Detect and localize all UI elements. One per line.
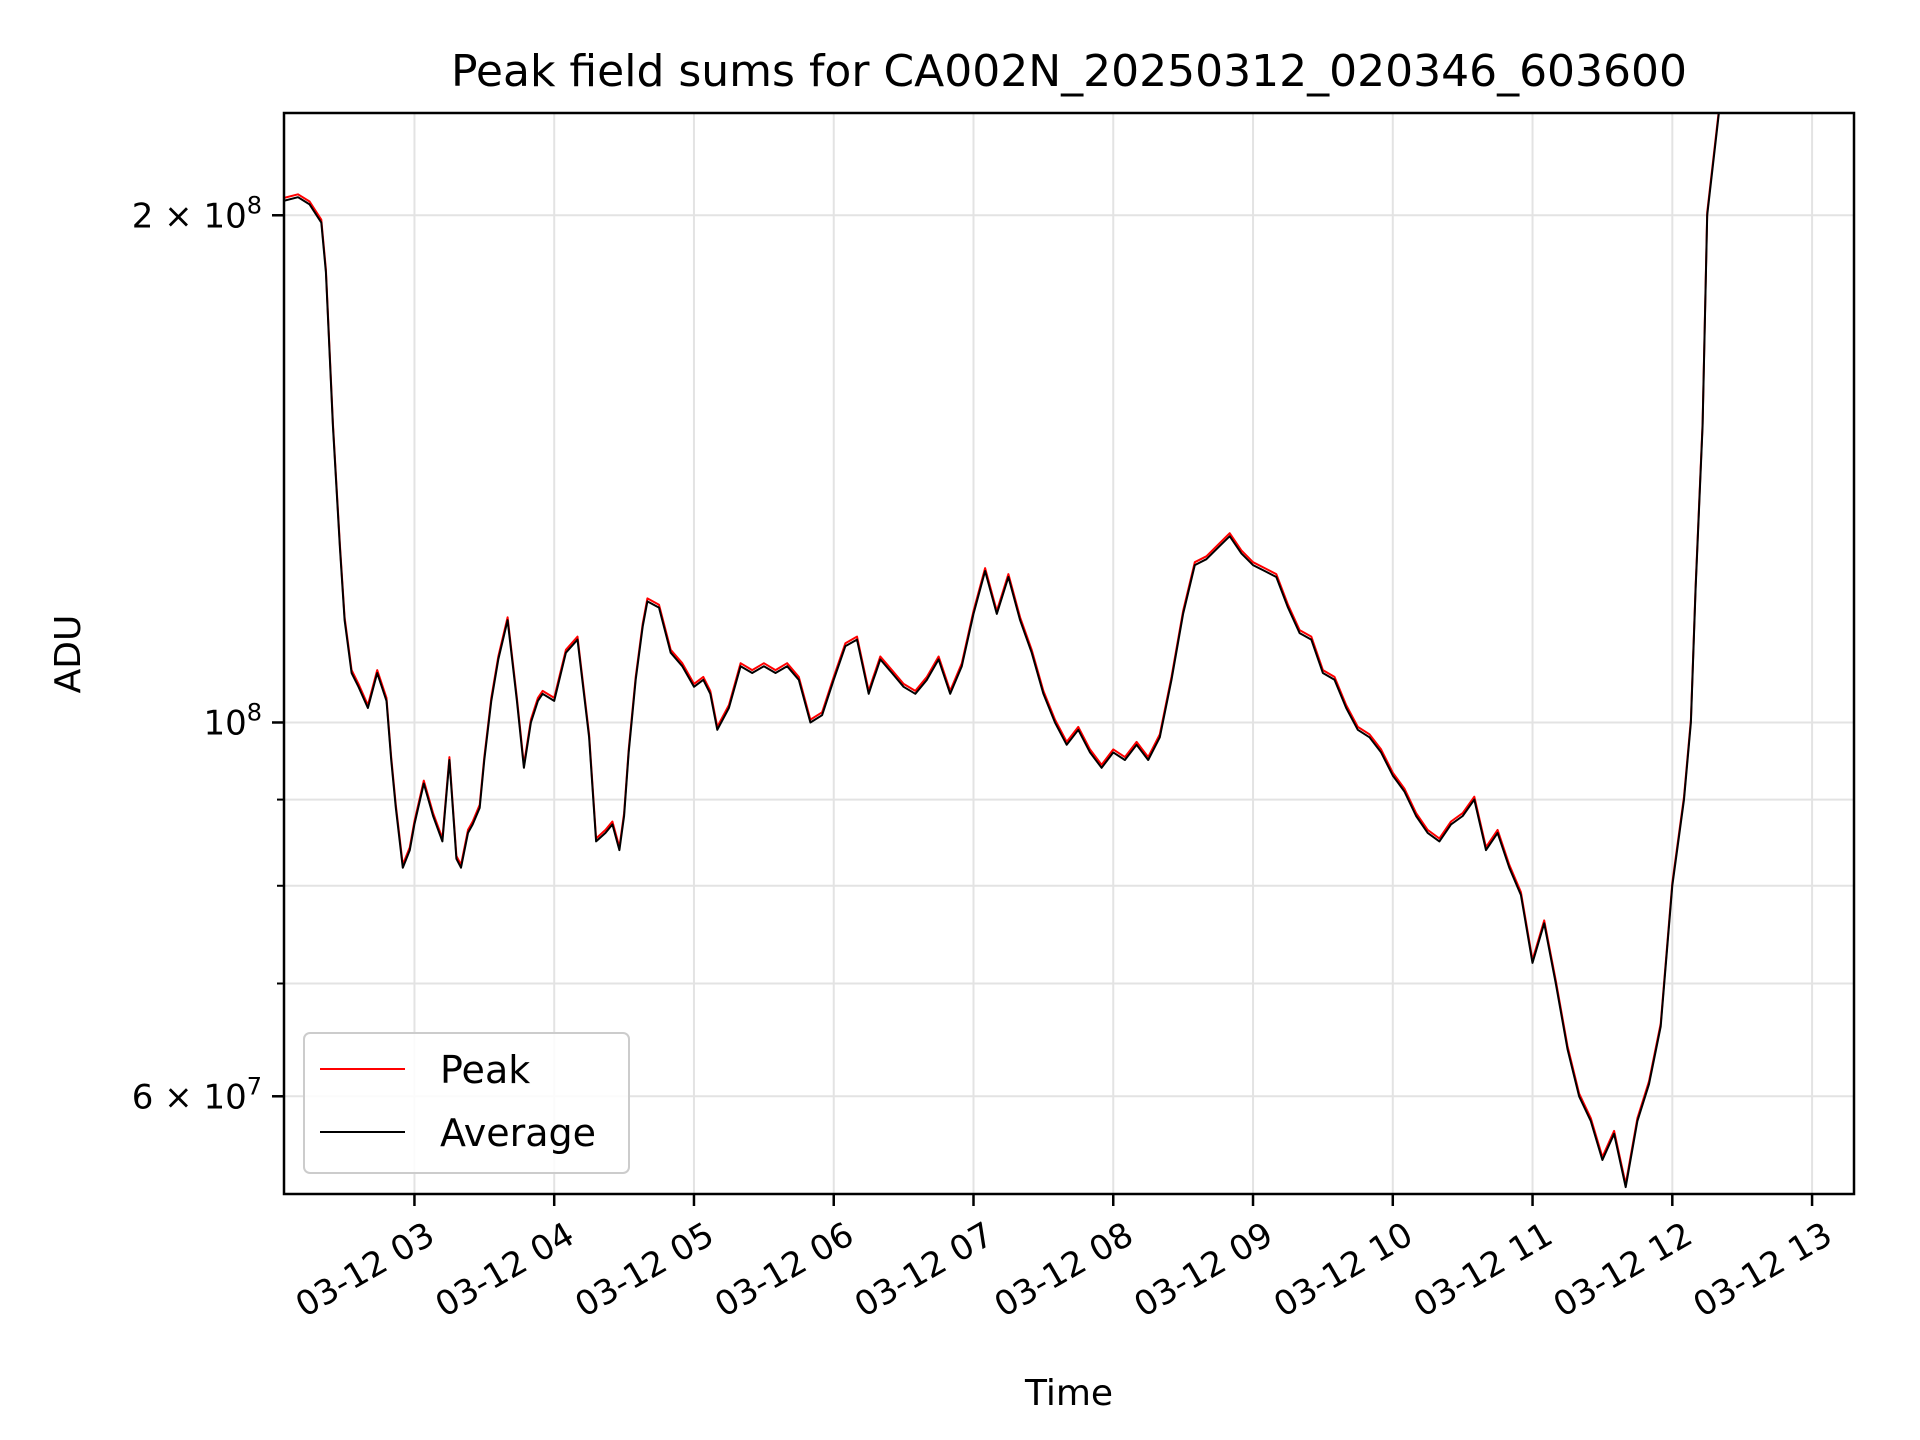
legend-label-average: Average — [440, 1111, 596, 1155]
series-line-average — [284, 113, 1720, 1189]
legend-label-peak: Peak — [440, 1048, 530, 1092]
legend: Peak Average — [303, 1032, 630, 1174]
series-line-peak — [284, 113, 1720, 1186]
grid — [284, 113, 1854, 1194]
x-axis-label: Time — [1024, 1373, 1113, 1414]
chart-title: Peak field sums for CA002N_20250312_0203… — [451, 46, 1687, 97]
y-tick-label: 2 × 108 — [132, 191, 262, 236]
y-axis-label: ADU — [48, 615, 89, 694]
y-tick-label: 6 × 107 — [132, 1072, 262, 1117]
series-lines — [284, 113, 1720, 1189]
plot-frame — [282, 111, 1856, 1196]
